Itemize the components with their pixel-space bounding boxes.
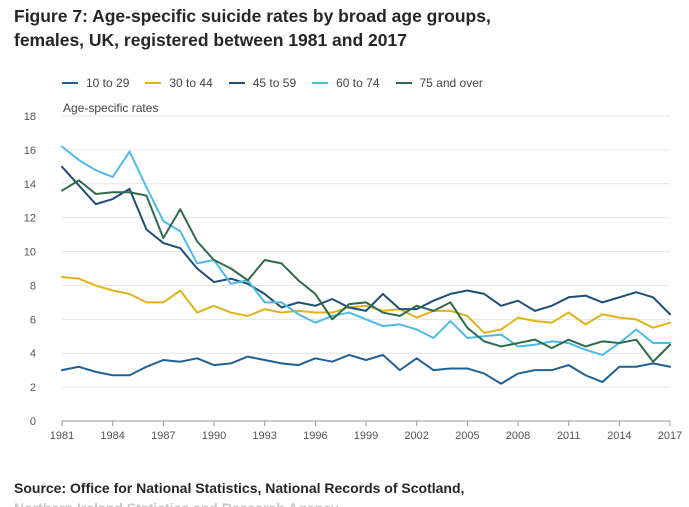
legend-swatch [62,82,78,84]
legend: 10 to 29 30 to 44 45 to 59 60 to 74 75 and o… [62,75,499,91]
y-tick-label: 6 [30,314,36,326]
legend-label: 60 to 74 [336,76,380,90]
y-tick-label: 10 [24,247,36,259]
legend-item: 60 to 74 [312,76,380,90]
legend-swatch [145,82,162,84]
x-tick-label: 2011 [557,430,581,442]
series-line-75-and-over [61,179,671,363]
title-line-2: females, UK, registered between 1981 and… [14,30,407,50]
y-tick-label: 14 [24,179,36,191]
y-axis-label: Age-specific rates [63,101,158,115]
legend-swatch [228,82,245,84]
legend-swatch [312,82,329,84]
x-tick-label: 1981 [50,430,74,442]
series-line-60-to-74 [61,145,671,356]
x-tick-label: 2005 [455,430,479,442]
x-tick-label: 1990 [202,430,226,442]
legend-label: 75 and over [419,76,483,90]
x-tick-label: 1987 [151,430,175,442]
x-tick-label: 1996 [303,430,327,442]
line-chart: 0 2 4 6 8 10 12 14 16 18 Age-specific rates 1981 198… [24,101,682,442]
legend-label: 10 to 29 [86,76,130,90]
chart-title: Figure 7: Age-specific suicide rates by … [14,4,684,52]
y-tick-label: 8 [30,280,36,292]
title-line-1: Figure 7: Age-specific suicide rates by … [14,6,491,26]
legend-item: 10 to 29 [62,76,129,90]
legend-swatch [395,82,412,84]
y-tick-label: 2 [30,382,36,394]
x-tick-label: 2014 [607,430,631,442]
legend-label: 30 to 44 [169,76,213,90]
series-line-45-to-59 [61,165,671,316]
x-tick-label: 2002 [404,430,428,442]
y-tick-label: 12 [24,213,36,225]
series-line-10-to-29 [61,353,671,385]
x-tick-label: 1984 [100,430,124,442]
series-line-30-to-44 [61,275,671,334]
source-note: Source: Office for National Statistics, … [14,480,465,496]
y-tick-label: 0 [30,416,36,428]
source-note-continued: Northern Ireland Statistics and Research… [14,500,339,507]
y-tick-label: 4 [30,348,36,360]
x-tick-label: 1999 [354,430,378,442]
y-tick-label: 16 [24,145,36,157]
x-tick-label: 2008 [506,430,530,442]
y-tick-label: 18 [24,111,36,123]
legend-item: 30 to 44 [145,76,213,90]
legend-item: 45 to 59 [228,76,297,90]
legend-label: 45 to 59 [252,76,297,90]
x-tick-label: 2017 [658,430,682,442]
x-tick-label: 1993 [252,430,276,442]
legend-item: 75 and over [395,76,483,90]
